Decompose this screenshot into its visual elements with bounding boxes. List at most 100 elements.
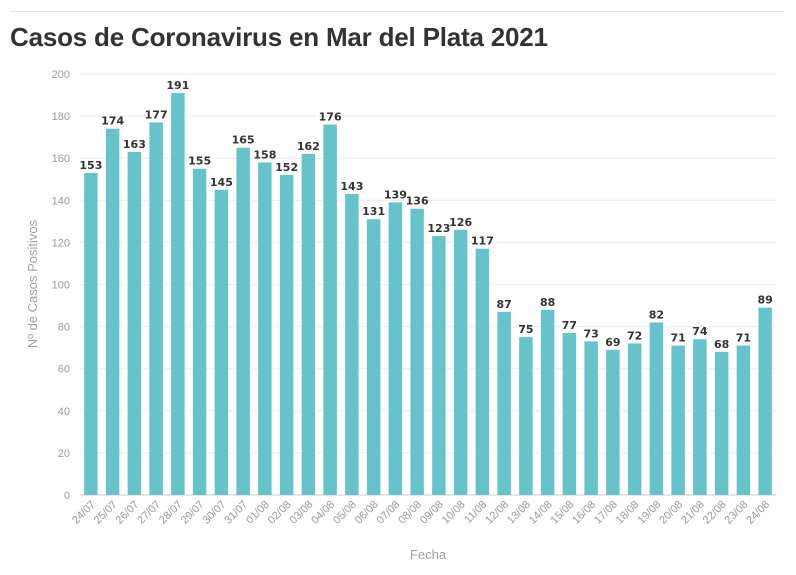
x-tick-label: 04/08 — [309, 499, 337, 527]
bar — [127, 151, 142, 495]
x-tick-label: 01/08 — [244, 499, 272, 527]
x-tick-label: 17/08 — [592, 499, 620, 527]
x-tick-label: 05/08 — [331, 499, 359, 527]
bar-value-label: 117 — [471, 235, 494, 248]
y-tick-label: 100 — [52, 280, 70, 292]
bar-value-label: 174 — [101, 115, 124, 128]
bar — [736, 345, 751, 495]
bar — [149, 122, 163, 495]
bar — [627, 343, 642, 495]
bar-value-label: 165 — [232, 134, 255, 147]
x-tick-label: 26/07 — [114, 499, 142, 527]
chart-title: Casos de Coronavirus en Mar del Plata 20… — [10, 22, 548, 52]
x-tick-label: 27/07 — [135, 499, 163, 527]
bar — [388, 202, 403, 495]
x-tick-label: 24/08 — [744, 499, 772, 527]
bar — [519, 337, 533, 495]
bar-value-label: 82 — [649, 308, 664, 321]
bar — [606, 349, 620, 495]
bar — [432, 236, 446, 495]
x-tick-label: 03/08 — [288, 499, 316, 527]
x-tick-label: 12/08 — [483, 499, 511, 527]
bar-value-label: 68 — [714, 338, 729, 351]
bar — [671, 345, 685, 495]
x-tick-label: 06/08 — [353, 499, 381, 527]
bar — [366, 219, 381, 495]
bars — [84, 92, 772, 496]
bar-value-label: 155 — [188, 155, 211, 168]
bar-value-label: 71 — [736, 332, 751, 345]
bar-value-label: 158 — [253, 148, 276, 161]
bar — [649, 322, 664, 495]
y-axis-title: Nº de Casos Positivos — [25, 219, 40, 348]
y-tick-label: 160 — [52, 153, 70, 165]
x-tick-label: 13/08 — [505, 499, 533, 527]
bar-value-label: 153 — [79, 159, 102, 172]
bar-value-label: 88 — [540, 296, 555, 309]
x-tick-label: 23/08 — [723, 499, 751, 527]
x-tick-label: 10/08 — [440, 499, 468, 527]
bar — [214, 189, 229, 495]
bar — [453, 229, 468, 495]
bar-value-label: 69 — [605, 336, 620, 349]
x-tick-label: 28/07 — [157, 499, 185, 527]
x-tick-label: 15/08 — [549, 499, 577, 527]
bar-value-label: 77 — [562, 319, 577, 332]
x-tick-label: 19/08 — [636, 499, 664, 527]
bar-value-label: 152 — [275, 161, 298, 174]
x-tick-label: 07/08 — [375, 499, 403, 527]
bar — [236, 147, 250, 496]
x-tick-label: 21/08 — [679, 499, 707, 527]
bar-value-label: 162 — [297, 140, 320, 153]
bar — [192, 168, 207, 495]
x-tick-label: 30/07 — [201, 499, 229, 527]
bar — [758, 307, 772, 495]
y-tick-label: 180 — [52, 111, 70, 123]
y-tick-label: 140 — [52, 195, 70, 207]
x-tick-label: 08/08 — [396, 499, 424, 527]
bar — [323, 124, 337, 496]
y-tick-label: 0 — [64, 490, 70, 502]
x-axis-ticks: 24/0725/0726/0727/0728/0729/0730/0731/07… — [70, 499, 772, 527]
x-tick-label: 29/07 — [179, 499, 207, 527]
x-tick-label: 02/08 — [266, 499, 294, 527]
bar — [714, 351, 729, 495]
bar-value-label: 131 — [362, 205, 385, 218]
bar-value-label: 71 — [670, 332, 685, 345]
bar-value-label: 145 — [210, 176, 233, 189]
x-tick-label: 31/07 — [222, 499, 250, 527]
top-divider — [10, 11, 784, 12]
y-tick-label: 80 — [58, 322, 70, 334]
x-tick-label: 24/07 — [70, 499, 98, 527]
y-tick-label: 120 — [52, 237, 70, 249]
bar — [410, 208, 424, 495]
x-axis-title: Fecha — [410, 547, 447, 562]
x-tick-label: 11/08 — [462, 499, 489, 526]
bar-value-label: 136 — [406, 195, 429, 208]
y-tick-label: 200 — [52, 69, 70, 81]
bar — [258, 162, 272, 495]
bar — [345, 193, 359, 496]
x-tick-label: 22/08 — [701, 499, 729, 527]
y-tick-label: 60 — [58, 364, 70, 376]
bar — [475, 248, 490, 495]
x-tick-label: 09/08 — [418, 499, 446, 527]
bar — [84, 172, 98, 495]
y-axis-ticks: 0 20 40 60 80 100 120 140 160 180 200 — [52, 69, 70, 502]
x-tick-label: 18/08 — [614, 499, 642, 527]
bar-value-label: 139 — [384, 188, 407, 201]
x-tick-label: 20/08 — [657, 499, 685, 527]
bar-value-label: 123 — [427, 222, 450, 235]
bar — [693, 339, 707, 495]
bar — [279, 175, 294, 496]
bar-value-label: 191 — [166, 79, 189, 92]
bar-value-label: 143 — [340, 180, 363, 193]
bar-value-label: 75 — [518, 323, 533, 336]
bar — [301, 153, 316, 496]
bar-value-label: 87 — [496, 298, 511, 311]
y-tick-label: 40 — [58, 406, 70, 418]
bar-value-label: 176 — [319, 111, 342, 124]
bar — [497, 311, 511, 495]
